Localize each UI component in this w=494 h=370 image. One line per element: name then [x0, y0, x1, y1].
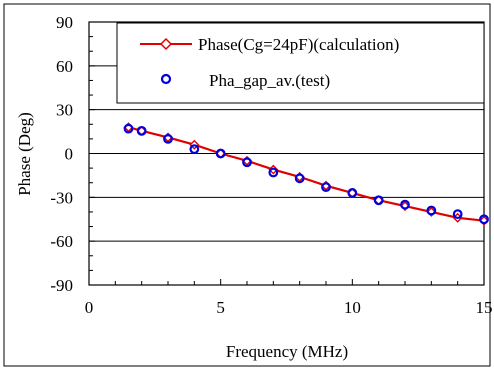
test-point — [400, 199, 410, 210]
x-tick-label: 15 — [476, 298, 493, 317]
test-point — [347, 188, 358, 198]
series-test — [123, 123, 489, 225]
y-tick-label: 60 — [56, 57, 73, 76]
test-point — [123, 123, 134, 134]
x-axis-label: Frequency (MHz) — [226, 342, 348, 361]
test-point — [294, 173, 305, 184]
y-tick-label: -30 — [50, 188, 73, 207]
legend-label-test: Pha_gap_av.(test) — [209, 71, 330, 90]
legend-diamond-marker — [159, 37, 173, 51]
tick-layer: -90 -60 -30 0 30 60 90 0 5 10 15 — [50, 13, 492, 317]
test-point — [452, 209, 463, 220]
x-tick-label: 5 — [216, 298, 225, 317]
test-point — [189, 144, 200, 155]
x-tick-label: 10 — [344, 298, 361, 317]
series-layer — [123, 122, 489, 226]
test-point — [268, 167, 279, 178]
test-point — [321, 182, 331, 193]
legend-box — [116, 22, 485, 104]
test-point — [163, 133, 173, 144]
test-point — [479, 214, 489, 225]
y-tick-label: -90 — [50, 276, 73, 295]
test-point — [242, 157, 252, 168]
x-tick-label: 0 — [85, 298, 94, 317]
test-point — [426, 205, 437, 216]
legend-circle-marker — [160, 73, 172, 85]
test-point — [215, 148, 226, 159]
y-tick-label: 90 — [56, 13, 73, 32]
y-tick-label: -60 — [50, 232, 73, 251]
y-tick-label: 0 — [65, 145, 74, 164]
test-point — [136, 125, 147, 136]
legend: Phase(Cg=24pF)(calculation) Pha_gap_av.(… — [116, 22, 485, 104]
y-axis-label: Phase (Deg) — [15, 112, 34, 196]
test-point — [373, 195, 384, 206]
y-tick-label: 30 — [56, 101, 73, 120]
legend-label-calculation: Phase(Cg=24pF)(calculation) — [198, 35, 399, 54]
